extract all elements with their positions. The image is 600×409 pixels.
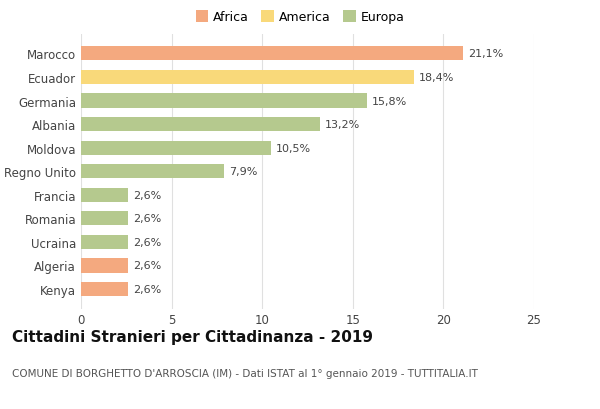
Bar [81,47,463,61]
Bar [81,141,271,155]
Text: COMUNE DI BORGHETTO D'ARROSCIA (IM) - Dati ISTAT al 1° gennaio 2019 - TUTTITALIA: COMUNE DI BORGHETTO D'ARROSCIA (IM) - Da… [12,368,478,378]
Bar [81,259,128,273]
Bar [81,118,320,132]
Bar [81,165,224,179]
Text: 2,6%: 2,6% [133,214,161,224]
Text: 7,9%: 7,9% [229,167,257,177]
Text: 2,6%: 2,6% [133,237,161,247]
Bar [81,94,367,108]
Text: 21,1%: 21,1% [468,49,503,59]
Text: 13,2%: 13,2% [325,120,360,130]
Bar [81,71,415,85]
Bar [81,235,128,249]
Text: 10,5%: 10,5% [276,143,311,153]
Bar [81,282,128,297]
Bar [81,188,128,202]
Text: 18,4%: 18,4% [419,73,454,83]
Text: 2,6%: 2,6% [133,284,161,294]
Bar [81,212,128,226]
Text: 2,6%: 2,6% [133,190,161,200]
Text: Cittadini Stranieri per Cittadinanza - 2019: Cittadini Stranieri per Cittadinanza - 2… [12,329,373,344]
Text: 2,6%: 2,6% [133,261,161,271]
Legend: Africa, America, Europa: Africa, America, Europa [191,6,409,29]
Text: 15,8%: 15,8% [372,96,407,106]
